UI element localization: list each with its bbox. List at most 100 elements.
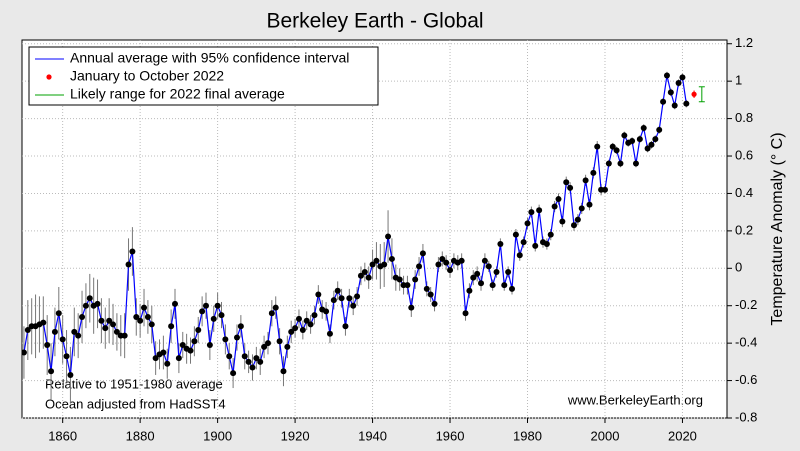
data-point bbox=[187, 347, 194, 354]
data-point bbox=[656, 126, 663, 133]
data-point bbox=[199, 308, 206, 315]
data-point bbox=[663, 72, 670, 79]
data-point bbox=[141, 304, 148, 311]
data-point bbox=[412, 276, 419, 283]
data-point bbox=[605, 160, 612, 167]
data-point bbox=[233, 334, 240, 341]
data-point bbox=[51, 328, 58, 335]
data-point bbox=[257, 358, 264, 365]
y-tick-label: 0.8 bbox=[735, 110, 753, 125]
data-point bbox=[613, 147, 620, 154]
series-line bbox=[23, 75, 687, 376]
x-tick-label: 1940 bbox=[358, 428, 387, 443]
data-point bbox=[578, 205, 585, 212]
chart-title: Berkeley Earth - Global bbox=[266, 10, 483, 33]
data-point bbox=[567, 184, 574, 191]
y-axis-label: Temperature Anomaly (° C) bbox=[769, 132, 786, 325]
data-point bbox=[121, 332, 128, 339]
data-point bbox=[419, 250, 426, 257]
data-point bbox=[582, 177, 589, 184]
data-point bbox=[590, 169, 597, 176]
data-point bbox=[338, 295, 345, 302]
y-tick-label: 0.2 bbox=[735, 222, 753, 237]
data-point bbox=[671, 102, 678, 109]
data-point bbox=[214, 302, 221, 309]
data-point bbox=[462, 310, 469, 317]
data-point bbox=[691, 91, 697, 97]
data-point bbox=[241, 353, 248, 360]
data-point bbox=[79, 313, 86, 320]
data-point bbox=[94, 300, 101, 307]
data-point bbox=[640, 124, 647, 131]
data-point bbox=[481, 257, 488, 264]
data-point bbox=[516, 252, 523, 259]
data-point bbox=[683, 100, 690, 107]
data-point bbox=[125, 261, 132, 268]
x-tick-label: 1900 bbox=[203, 428, 232, 443]
data-point bbox=[520, 239, 527, 246]
data-point bbox=[63, 353, 70, 360]
y-tick-label: 1 bbox=[735, 73, 742, 88]
data-point bbox=[543, 240, 550, 247]
data-point bbox=[369, 261, 376, 268]
data-point bbox=[652, 136, 659, 143]
data-point bbox=[202, 302, 209, 309]
data-point bbox=[385, 233, 392, 240]
data-point bbox=[443, 259, 450, 266]
data-point bbox=[59, 336, 66, 343]
data-point bbox=[237, 323, 244, 330]
data-point bbox=[67, 371, 74, 378]
annotation: Ocean adjusted from HadSST4 bbox=[45, 396, 226, 411]
data-point bbox=[489, 282, 496, 289]
data-point bbox=[586, 201, 593, 208]
data-point bbox=[284, 343, 291, 350]
data-point bbox=[346, 295, 353, 302]
data-point bbox=[493, 269, 500, 276]
data-point bbox=[168, 323, 175, 330]
data-point bbox=[505, 269, 512, 276]
data-point bbox=[660, 98, 667, 105]
data-point bbox=[311, 312, 318, 319]
data-point bbox=[334, 287, 341, 294]
data-point bbox=[396, 276, 403, 283]
x-tick-label: 1920 bbox=[281, 428, 310, 443]
data-point bbox=[44, 342, 51, 349]
y-tick-label: -0.6 bbox=[735, 372, 757, 387]
data-point bbox=[75, 332, 82, 339]
data-point bbox=[295, 315, 302, 322]
data-point bbox=[478, 280, 485, 287]
data-point bbox=[206, 342, 213, 349]
data-point bbox=[292, 325, 299, 332]
data-point bbox=[547, 231, 554, 238]
data-point bbox=[532, 242, 539, 249]
legend-box bbox=[28, 46, 379, 106]
x-tick-label: 2020 bbox=[668, 428, 697, 443]
data-point bbox=[330, 297, 337, 304]
data-point bbox=[315, 291, 322, 298]
data-point bbox=[404, 282, 411, 289]
data-point bbox=[563, 179, 570, 186]
y-tick-label: 0.4 bbox=[735, 185, 753, 200]
data-point bbox=[361, 269, 368, 276]
data-point bbox=[280, 368, 287, 375]
data-point bbox=[218, 312, 225, 319]
data-point bbox=[435, 261, 442, 268]
data-point bbox=[439, 255, 446, 262]
data-point bbox=[501, 282, 508, 289]
data-point bbox=[245, 358, 252, 365]
data-point bbox=[102, 325, 109, 332]
data-point bbox=[470, 274, 477, 281]
legend-label: January to October 2022 bbox=[70, 68, 224, 84]
y-tick-label: -0.2 bbox=[735, 297, 757, 312]
data-point bbox=[423, 285, 430, 292]
data-point bbox=[667, 89, 674, 96]
data-point bbox=[601, 186, 608, 193]
data-point bbox=[133, 313, 140, 320]
data-point bbox=[264, 340, 271, 347]
data-point bbox=[373, 257, 380, 264]
annotation: Relative to 1951-1980 average bbox=[45, 376, 223, 391]
data-point bbox=[528, 209, 535, 216]
data-point bbox=[144, 313, 151, 320]
annotation: www.BerkeleyEarth.org bbox=[567, 392, 703, 407]
data-point bbox=[570, 222, 577, 229]
